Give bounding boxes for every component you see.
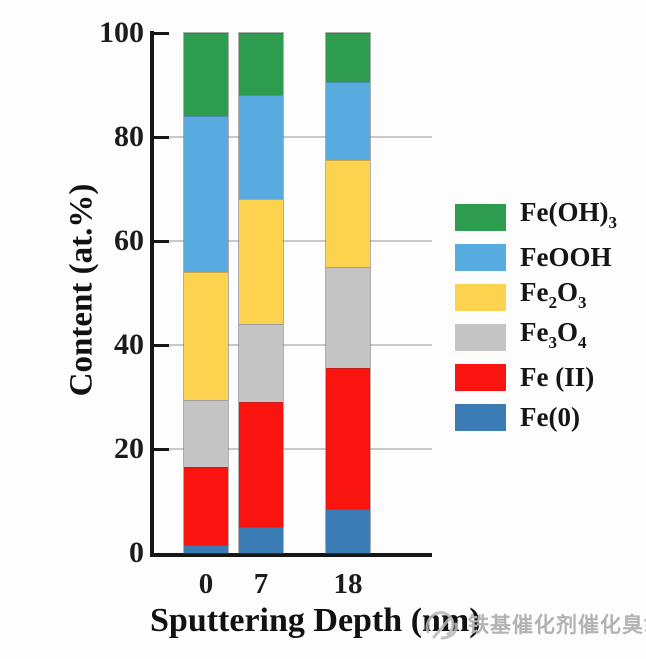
- legend-swatch: [455, 244, 506, 271]
- legend-swatch: [455, 324, 506, 351]
- segment-Fe3O4: [326, 267, 370, 369]
- segment-Fe (II): [326, 368, 370, 509]
- x-axis-title: Sputtering Depth (nm): [150, 602, 481, 639]
- y-axis-spine: [150, 31, 154, 557]
- y-tick-label: 20: [114, 432, 144, 465]
- legend-item-FeOOH: FeOOH: [455, 244, 617, 271]
- bar-7nm: [238, 32, 284, 554]
- legend-label: Fe (II): [520, 362, 595, 392]
- legend-label: Fe3O4: [520, 317, 587, 353]
- legend-swatch: [455, 404, 506, 431]
- legend-item-Fe2O3: Fe2O3: [455, 279, 617, 312]
- y-tick-label: 60: [114, 224, 144, 257]
- legend-label: Fe2O3: [520, 277, 587, 313]
- legend-label: Fe(OH)3: [520, 197, 617, 233]
- bar-0nm: [183, 32, 229, 554]
- segment-FeOOH: [326, 82, 370, 161]
- legend-item-Fe3O4: Fe3O4: [455, 319, 617, 352]
- x-tick-label: 7: [253, 568, 269, 600]
- y-tick-label: 40: [114, 328, 144, 361]
- y-tick-label: 80: [114, 120, 144, 153]
- gridline: [154, 240, 432, 242]
- segment-Fe2O3: [184, 272, 228, 400]
- segment-Fe3O4: [239, 324, 283, 403]
- x-tick-label: 18: [333, 568, 363, 600]
- watermark-text: 铁基催化剂催化臭氧: [468, 613, 646, 637]
- segment-Fe(OH)3: [239, 33, 283, 96]
- y-axis-title: Content (at.%): [63, 183, 100, 397]
- gridline: [154, 136, 432, 138]
- legend-label: Fe(0): [520, 402, 580, 432]
- gridline: [154, 448, 432, 450]
- legend-swatch: [455, 364, 506, 391]
- y-tick-mark: [154, 135, 169, 139]
- legend-item-Fe(0): Fe(0): [455, 404, 617, 431]
- y-tick-mark: [154, 31, 169, 35]
- x-axis-spine: [150, 553, 432, 557]
- legend-item-Fe (II): Fe (II): [455, 364, 617, 391]
- gridline: [154, 344, 432, 346]
- segment-Fe(0): [184, 545, 228, 553]
- y-tick-mark: [154, 343, 169, 347]
- segment-Fe(0): [326, 508, 370, 553]
- segment-FeOOH: [239, 95, 283, 200]
- segment-Fe(0): [239, 527, 283, 553]
- x-tick-label: 0: [198, 568, 214, 600]
- segment-Fe3O4: [184, 399, 228, 468]
- segment-Fe(OH)3: [326, 33, 370, 83]
- watermark-logo: [425, 611, 458, 640]
- bar-18nm: [325, 32, 371, 554]
- legend: Fe(OH)3 FeOOH Fe2O3 Fe3O4 Fe (II) Fe(0): [455, 199, 617, 431]
- plot-area: [154, 32, 432, 554]
- y-tick-label: 100: [99, 16, 144, 49]
- segment-Fe (II): [239, 402, 283, 527]
- y-tick-label: 0: [129, 536, 144, 569]
- y-tick-mark: [154, 447, 169, 451]
- segment-Fe (II): [184, 467, 228, 546]
- legend-swatch: [455, 284, 506, 311]
- y-tick-mark: [154, 239, 169, 243]
- segment-FeOOH: [184, 116, 228, 273]
- legend-label: FeOOH: [520, 242, 612, 272]
- segment-Fe2O3: [239, 199, 283, 325]
- segment-Fe(OH)3: [184, 33, 228, 117]
- watermark: 铁基催化剂催化臭氧: [420, 604, 646, 644]
- segment-Fe2O3: [326, 160, 370, 267]
- legend-item-Fe(OH)3: Fe(OH)3: [455, 199, 617, 232]
- legend-swatch: [455, 204, 506, 231]
